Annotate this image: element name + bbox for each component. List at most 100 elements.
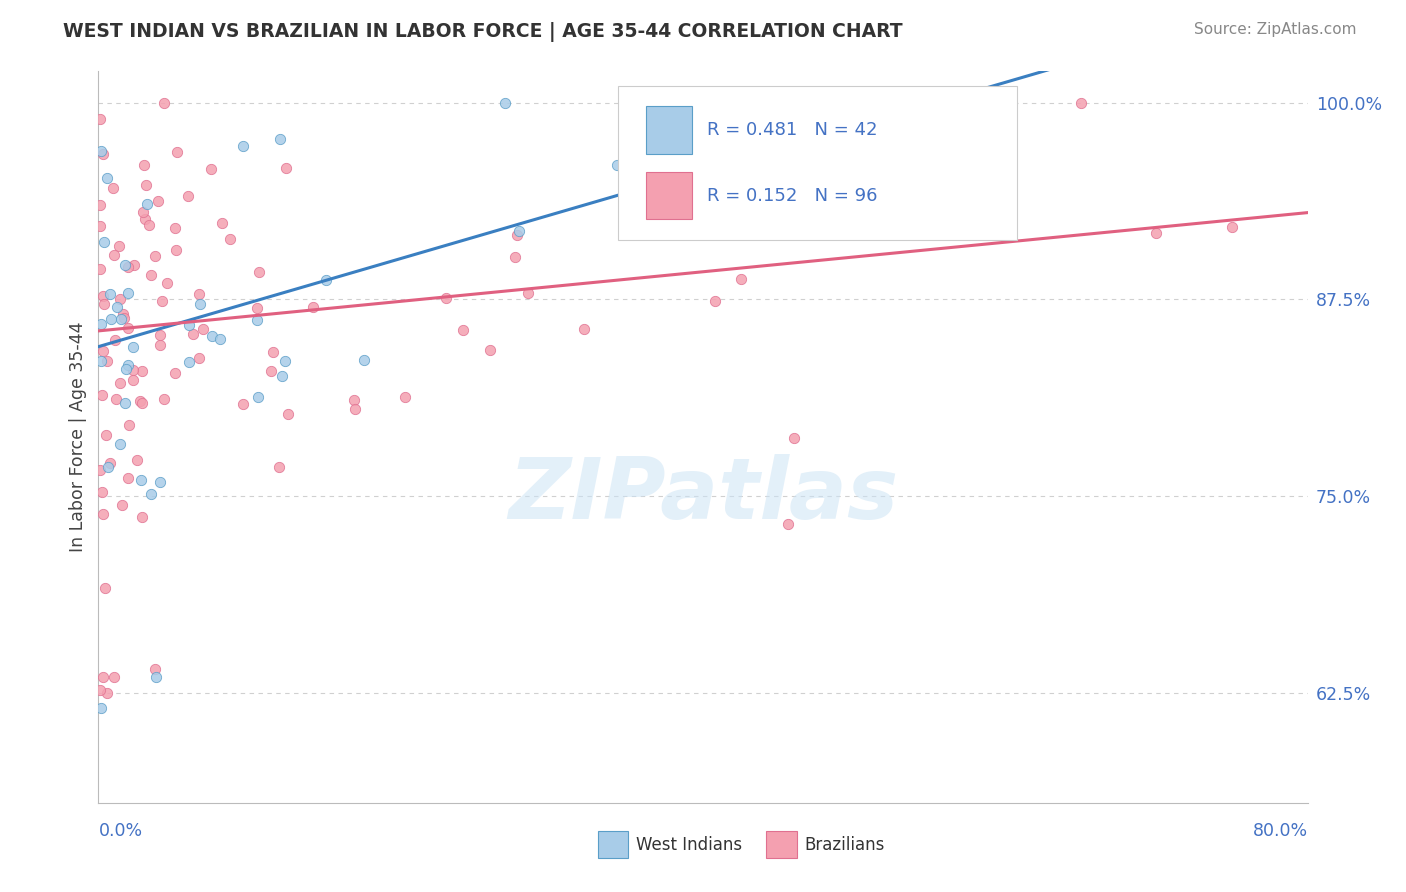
Point [149,328,172,343]
Point [96,686,118,700]
Text: 0.0%: 0.0% [98,822,142,839]
Point [89,463,111,477]
Point [103,670,125,684]
Point [128,394,150,409]
Point [165,244,187,258]
Point [117,471,139,485]
Text: Source: ZipAtlas.com: Source: ZipAtlas.com [1194,22,1357,37]
Point [90,317,112,331]
Point [94,427,117,442]
Point [478,343,501,357]
Text: WEST INDIAN VS BRAZILIAN IN LABOR FORCE | AGE 35-44 CORRELATION CHART: WEST INDIAN VS BRAZILIAN IN LABOR FORCE … [63,22,903,42]
Point [606,157,628,171]
Point [141,268,163,283]
Point [343,392,366,407]
Bar [647,172,692,219]
Point [209,332,232,346]
Point [165,220,187,235]
Point [122,339,145,353]
Point [163,366,186,380]
Point [187,351,209,366]
Point [122,258,145,272]
Point [276,161,298,176]
Point [143,662,166,676]
Point [132,158,155,172]
Point [271,369,294,384]
Point [150,294,173,309]
Point [301,301,323,315]
Point [89,219,111,233]
Point [219,232,242,246]
Point [506,227,529,242]
Point [89,198,111,212]
Point [152,95,174,110]
Point [135,178,157,192]
Point [145,670,167,684]
Point [98,286,121,301]
Point [139,487,162,501]
Text: R = 0.152   N = 96: R = 0.152 N = 96 [707,186,877,204]
Point [778,516,800,531]
Point [96,171,118,186]
Point [117,321,139,335]
Point [117,260,139,275]
Point [96,354,118,368]
Point [177,318,200,332]
Point [623,191,645,205]
Point [93,343,115,358]
Y-axis label: In Labor Force | Age 35-44: In Labor Force | Age 35-44 [69,322,87,552]
Point [1220,220,1243,235]
Point [103,181,125,195]
Point [494,95,516,110]
FancyBboxPatch shape [619,86,1018,240]
Text: West Indians: West Indians [636,836,741,854]
Point [93,297,115,311]
Point [114,258,136,272]
Point [114,396,136,410]
Point [100,312,122,326]
Point [111,498,134,512]
Point [188,297,211,311]
Point [131,473,153,487]
Point [89,112,111,126]
Point [260,364,283,378]
Point [93,289,115,303]
Point [187,287,209,301]
Point [505,250,527,264]
Point [262,345,284,359]
Point [112,307,135,321]
Point [132,204,155,219]
Point [89,262,111,277]
Point [117,286,139,301]
Bar [647,106,692,153]
Point [394,390,416,404]
Point [118,417,141,432]
Point [91,484,114,499]
Point [1070,95,1092,110]
Point [149,338,172,352]
Point [166,145,188,159]
Point [277,407,299,421]
Point [508,224,530,238]
Point [181,327,204,342]
Point [177,189,200,203]
Point [134,212,156,227]
Point [91,388,114,402]
Point [90,144,112,158]
Point [90,354,112,368]
Point [108,376,131,390]
Point [269,132,291,146]
Point [247,264,270,278]
Point [110,436,132,450]
Point [191,322,214,336]
Point [89,682,111,697]
Point [232,138,254,153]
Point [201,328,224,343]
Point [104,392,127,406]
Point [127,453,149,467]
Point [315,272,337,286]
Point [112,310,135,325]
Point [131,364,153,378]
Point [434,291,457,305]
Point [232,397,254,411]
